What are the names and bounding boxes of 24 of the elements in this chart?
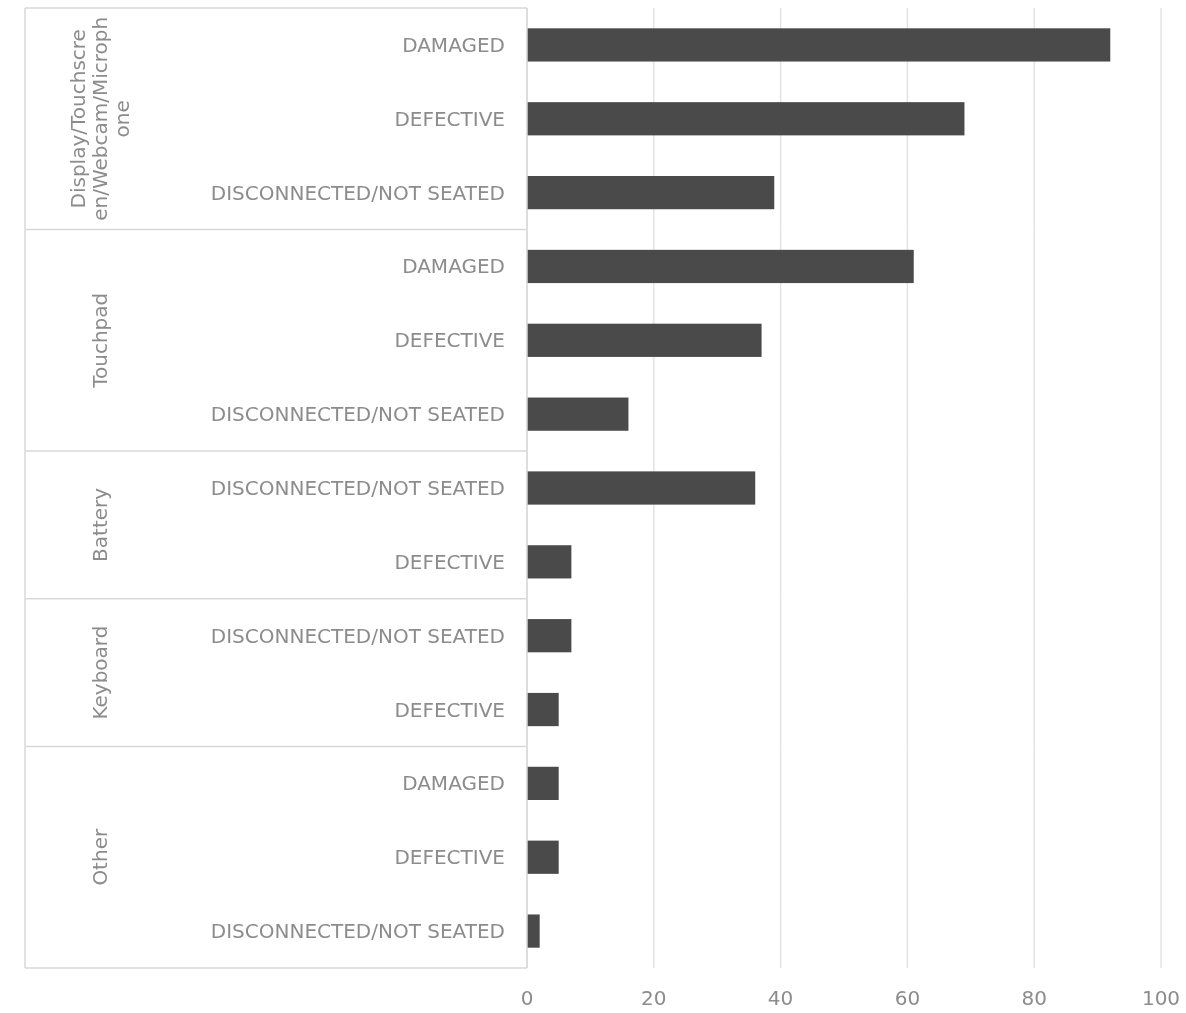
y-tick-label: DEFECTIVE xyxy=(394,697,505,722)
y-axis-title: Touchpad xyxy=(88,292,112,389)
y-axis-title: Battery xyxy=(88,487,112,562)
y-tick-label: DEFECTIVE xyxy=(394,845,505,870)
x-tick-label: 0 xyxy=(520,986,534,1010)
x-tick-label: 100 xyxy=(1141,986,1181,1010)
y-axis-title: Display/Touchscreen/Webcam/Microphone xyxy=(66,16,134,221)
x-tick-label: 60 xyxy=(894,986,921,1010)
x-tick-label: 40 xyxy=(767,986,794,1010)
y-tick-label: DISCONNECTED/NOT SEATED xyxy=(210,180,505,205)
y-tick-label: DISCONNECTED/NOT SEATED xyxy=(210,402,505,427)
y-axis-title: Keyboard xyxy=(88,625,112,720)
y-tick-label: DAMAGED xyxy=(402,32,505,57)
y-axis-title: Other xyxy=(88,828,112,886)
y-tick-label: DISCONNECTED/NOT SEATED xyxy=(210,623,505,648)
y-tick-label: DAMAGED xyxy=(402,771,505,796)
y-tick-label: DEFECTIVE xyxy=(394,549,505,574)
y-tick-label: DAMAGED xyxy=(402,254,505,279)
y-tick-label: DISCONNECTED/NOT SEATED xyxy=(210,476,505,500)
y-tick-label: DISCONNECTED/NOT SEATED xyxy=(210,919,505,944)
x-tick-label: 80 xyxy=(1021,986,1047,1010)
y-tick-label: DEFECTIVE xyxy=(394,328,505,353)
y-tick-label: DEFECTIVE xyxy=(394,106,505,131)
x-tick-label: 20 xyxy=(641,986,667,1010)
